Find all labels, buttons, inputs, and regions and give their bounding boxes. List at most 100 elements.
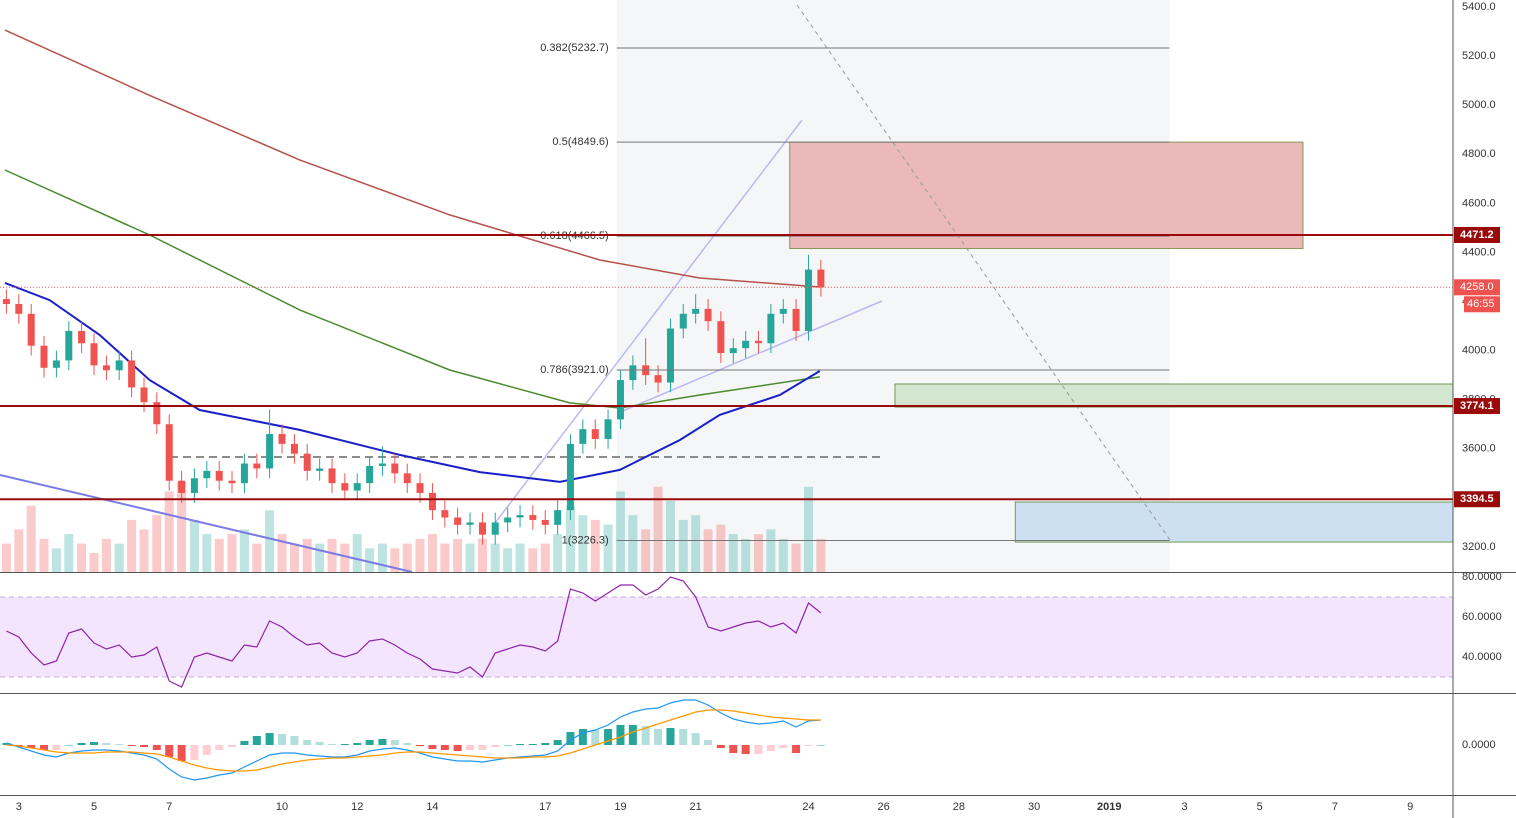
- price-zone: [789, 141, 1304, 250]
- candle-body: [253, 463, 261, 469]
- candle-body: [817, 269, 825, 288]
- volume-bar: [252, 543, 262, 572]
- candle-body: [90, 343, 98, 366]
- candle-body: [215, 470, 223, 481]
- channel-line: [617, 300, 883, 414]
- histogram-bar: [453, 745, 462, 751]
- histogram-bar: [553, 740, 562, 745]
- candle-body: [278, 434, 286, 444]
- candle-body: [40, 345, 48, 368]
- level-badge: [1454, 398, 1500, 415]
- histogram-bar: [766, 745, 775, 751]
- histogram-bar: [77, 743, 86, 745]
- candle-body: [767, 313, 775, 344]
- grid-layer: [0, 596, 1453, 678]
- histogram-bar: [528, 744, 537, 745]
- histogram-bar: [278, 734, 287, 745]
- y-tick-label: 4000.0: [1462, 345, 1496, 357]
- volume-bar: [352, 534, 362, 572]
- volume-bar: [377, 543, 387, 572]
- x-tick-label: 24: [802, 801, 814, 813]
- volume-bar: [1, 543, 11, 572]
- volume-bar: [553, 534, 563, 572]
- histogram-bar: [290, 736, 299, 745]
- histogram-bar: [754, 745, 763, 754]
- volume-bar: [415, 538, 425, 572]
- trend-line: [0, 474, 413, 573]
- histogram-bar: [604, 729, 613, 745]
- candle-body: [704, 308, 712, 322]
- moving-average: [4, 281, 821, 483]
- histogram-bar: [177, 745, 186, 761]
- level-label: 4471.2: [1460, 229, 1494, 241]
- volume-bar: [628, 515, 638, 572]
- volume-bar: [302, 538, 312, 572]
- histogram-bar: [779, 745, 788, 748]
- candle-body: [529, 515, 537, 520]
- candle-body: [428, 492, 436, 511]
- level-badge: [1454, 491, 1500, 508]
- histogram-bar: [704, 740, 713, 745]
- histogram-bar: [679, 729, 688, 745]
- y-tick-label: 60.0000: [1462, 611, 1502, 623]
- histogram-bar: [641, 726, 650, 745]
- histogram-bar: [541, 743, 550, 745]
- volume-bar: [515, 543, 525, 572]
- volume-bar: [615, 491, 625, 572]
- volume-bar: [641, 529, 651, 572]
- time-axis-bg: [0, 795, 1516, 818]
- volume-bar: [14, 529, 24, 572]
- volume-bar: [453, 538, 463, 572]
- histogram-bar: [365, 740, 374, 745]
- y-tick-label: 5000.0: [1462, 99, 1496, 111]
- y-tick-label: 0.0000: [1462, 739, 1496, 751]
- volume-bar: [365, 548, 375, 572]
- candle-body: [579, 429, 587, 444]
- moving-average: [4, 29, 820, 288]
- histogram-bar: [566, 732, 575, 745]
- histogram-bar: [340, 744, 349, 745]
- histogram-bar: [39, 745, 48, 750]
- candle-body: [78, 330, 86, 344]
- histogram-bar: [616, 725, 625, 745]
- overlay-layer: 0.382(5232.7) 0.5(4849.6) 0.618(4466.5) 0.7…: [0, 42, 1453, 546]
- candle-body: [616, 380, 624, 420]
- volume-bar: [741, 538, 751, 572]
- histogram-bar: [127, 745, 136, 746]
- volume-bar: [791, 543, 801, 572]
- candle-body: [654, 375, 662, 383]
- candle-body: [729, 348, 737, 354]
- histogram-bar: [440, 745, 449, 750]
- candle-body: [2, 299, 10, 304]
- histogram-bar: [503, 745, 512, 746]
- histogram-bar: [152, 745, 161, 750]
- candle-body: [115, 360, 123, 371]
- candle-body: [554, 510, 562, 525]
- histogram-bar: [165, 745, 174, 757]
- histogram-bar: [52, 745, 61, 750]
- histogram-bar: [478, 745, 487, 750]
- histogram-bar: [90, 742, 99, 745]
- candle-body: [102, 365, 110, 371]
- candle-body: [491, 522, 499, 535]
- rsi-line: [6, 576, 822, 688]
- volume-bar: [402, 543, 412, 572]
- volume-bar: [265, 510, 275, 572]
- x-tick-label: 5: [1257, 801, 1263, 813]
- histogram-bar: [591, 730, 600, 745]
- candle-body: [353, 483, 361, 491]
- volume-bar: [490, 543, 500, 572]
- volume-bar: [565, 505, 575, 572]
- candle-body: [717, 321, 725, 354]
- volume-bar: [64, 534, 74, 572]
- x-tick-label: 17: [539, 801, 551, 813]
- volume-bar: [653, 486, 663, 572]
- candle-body: [190, 478, 198, 493]
- candle-body: [416, 483, 424, 493]
- x-tick-label: 2019: [1097, 801, 1121, 813]
- volume-bar: [89, 553, 99, 572]
- fib-label: 0.618(4466.5): [540, 230, 609, 242]
- histogram-bar: [654, 729, 663, 745]
- x-tick-label: 3: [16, 801, 22, 813]
- volume-bar: [189, 519, 199, 572]
